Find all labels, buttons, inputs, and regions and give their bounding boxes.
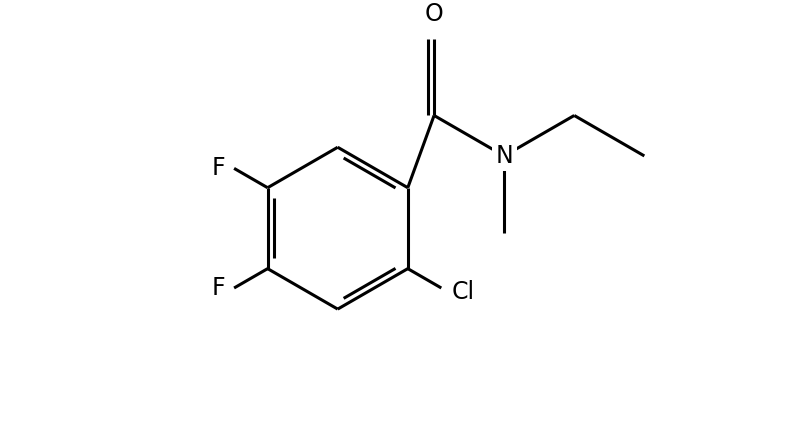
Text: N: N bbox=[496, 144, 513, 168]
Text: O: O bbox=[425, 2, 444, 26]
Text: F: F bbox=[212, 156, 225, 180]
Text: F: F bbox=[212, 276, 225, 300]
Text: Cl: Cl bbox=[452, 279, 475, 303]
